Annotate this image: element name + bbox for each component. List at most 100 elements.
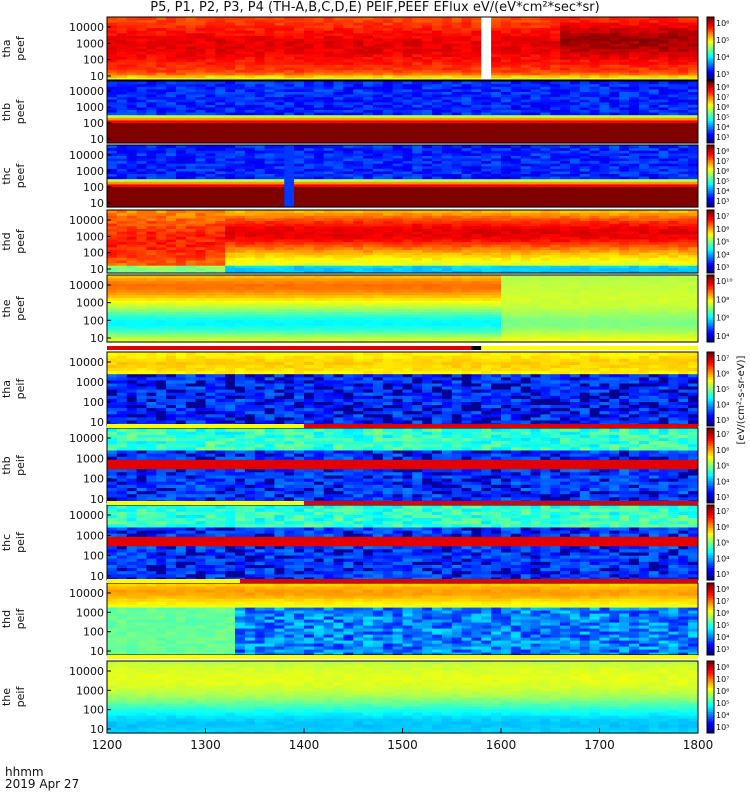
heatmap-cell bbox=[116, 83, 128, 87]
heatmap-cell bbox=[363, 43, 374, 47]
heatmap-cell bbox=[313, 27, 325, 31]
heatmap-cell bbox=[235, 51, 246, 55]
heatmap-cell bbox=[638, 35, 650, 39]
heatmap-cell bbox=[619, 74, 630, 78]
heatmap-cell bbox=[274, 19, 285, 23]
heatmap-cell bbox=[215, 48, 226, 52]
heatmap-cell bbox=[402, 24, 413, 29]
heatmap-cell bbox=[156, 114, 167, 118]
heatmap-cell bbox=[461, 59, 472, 63]
heatmap-cell bbox=[510, 40, 522, 44]
heatmap-cell bbox=[422, 86, 433, 90]
heatmap-cell bbox=[274, 117, 285, 121]
heatmap-cell bbox=[205, 77, 216, 81]
heatmap-cell bbox=[648, 51, 660, 55]
heatmap-cell bbox=[304, 132, 315, 136]
heatmap-cell bbox=[510, 56, 522, 60]
heatmap-cell bbox=[304, 32, 315, 36]
heatmap-cell bbox=[501, 30, 512, 34]
heatmap-cell bbox=[609, 45, 620, 50]
heatmap-cell bbox=[589, 17, 600, 21]
heatmap-cell bbox=[491, 53, 502, 57]
heatmap-cell bbox=[235, 24, 246, 29]
heatmap-cell bbox=[550, 35, 561, 39]
heatmap-cell bbox=[175, 38, 187, 42]
heatmap-cell bbox=[313, 101, 325, 105]
heatmap-cell bbox=[333, 30, 344, 34]
heatmap-cell bbox=[175, 91, 187, 95]
heatmap-cell bbox=[638, 72, 650, 76]
heatmap-cell bbox=[294, 53, 305, 57]
heatmap-cell bbox=[422, 72, 433, 76]
heatmap-cell bbox=[481, 81, 492, 85]
heatmap-cell bbox=[146, 64, 157, 68]
heatmap-cell bbox=[501, 106, 512, 110]
heatmap-cell bbox=[343, 17, 354, 21]
heatmap-cell bbox=[353, 91, 364, 95]
heatmap-cell bbox=[501, 99, 512, 103]
heatmap-cell bbox=[284, 64, 295, 68]
heatmap-cell bbox=[205, 27, 216, 31]
heatmap-cell bbox=[629, 32, 640, 36]
heatmap-cell bbox=[116, 135, 128, 139]
heatmap-cell bbox=[530, 22, 541, 26]
heatmap-cell bbox=[619, 56, 630, 60]
heatmap-cell bbox=[126, 132, 138, 136]
heatmap-cell bbox=[205, 30, 216, 34]
heatmap-cell bbox=[560, 40, 571, 44]
heatmap-cell bbox=[441, 132, 453, 136]
heatmap-cell bbox=[501, 135, 512, 139]
heatmap-cell bbox=[304, 96, 315, 100]
heatmap-cell bbox=[284, 101, 295, 105]
heatmap-cell bbox=[175, 130, 187, 134]
heatmap-cell bbox=[323, 127, 335, 131]
heatmap-cell bbox=[510, 106, 522, 110]
heatmap-cell bbox=[392, 106, 403, 110]
colorbar-step bbox=[707, 59, 714, 62]
heatmap-cell bbox=[116, 124, 128, 129]
heatmap-cell bbox=[323, 117, 335, 121]
heatmap-cell bbox=[658, 32, 669, 36]
heatmap-cell bbox=[520, 53, 532, 57]
heatmap-cell bbox=[422, 93, 433, 98]
heatmap-cell bbox=[412, 66, 423, 71]
heatmap-cell bbox=[195, 51, 206, 55]
heatmap-cell bbox=[570, 17, 581, 21]
heatmap-cell bbox=[678, 53, 689, 57]
heatmap-cell bbox=[136, 64, 147, 68]
heatmap-cell bbox=[313, 119, 325, 123]
heatmap-cell bbox=[264, 101, 275, 105]
heatmap-cell bbox=[313, 106, 325, 110]
heatmap-cell bbox=[304, 140, 315, 144]
heatmap-cell bbox=[156, 64, 167, 68]
heatmap-cell bbox=[688, 66, 699, 71]
heatmap-cell bbox=[156, 117, 167, 121]
heatmap-cell bbox=[294, 56, 305, 60]
heatmap-cell bbox=[432, 19, 443, 23]
heatmap-cell bbox=[323, 91, 335, 95]
heatmap-cell bbox=[520, 24, 532, 29]
heatmap-cell bbox=[274, 48, 285, 52]
heatmap-cell bbox=[313, 38, 325, 42]
heatmap-cell bbox=[225, 104, 236, 108]
heatmap-cell bbox=[481, 72, 492, 76]
heatmap-cell bbox=[520, 45, 532, 50]
heatmap-cell bbox=[313, 24, 325, 29]
heatmap-cell bbox=[422, 27, 433, 31]
heatmap-cell bbox=[244, 61, 256, 65]
heatmap-cell bbox=[471, 32, 482, 36]
heatmap-cell bbox=[225, 119, 236, 123]
heatmap-cell bbox=[540, 56, 551, 60]
heatmap-cell bbox=[136, 72, 147, 76]
heatmap-cell bbox=[629, 40, 640, 44]
heatmap-cell bbox=[244, 132, 256, 136]
heatmap-cell bbox=[107, 43, 118, 47]
heatmap-cell bbox=[461, 81, 472, 85]
heatmap-cell bbox=[412, 106, 423, 110]
heatmap-cell bbox=[668, 69, 679, 73]
heatmap-cell bbox=[107, 74, 118, 78]
heatmap-cell bbox=[225, 96, 236, 100]
heatmap-cell bbox=[422, 53, 433, 57]
heatmap-cell bbox=[382, 24, 394, 29]
heatmap-cell bbox=[107, 117, 118, 121]
